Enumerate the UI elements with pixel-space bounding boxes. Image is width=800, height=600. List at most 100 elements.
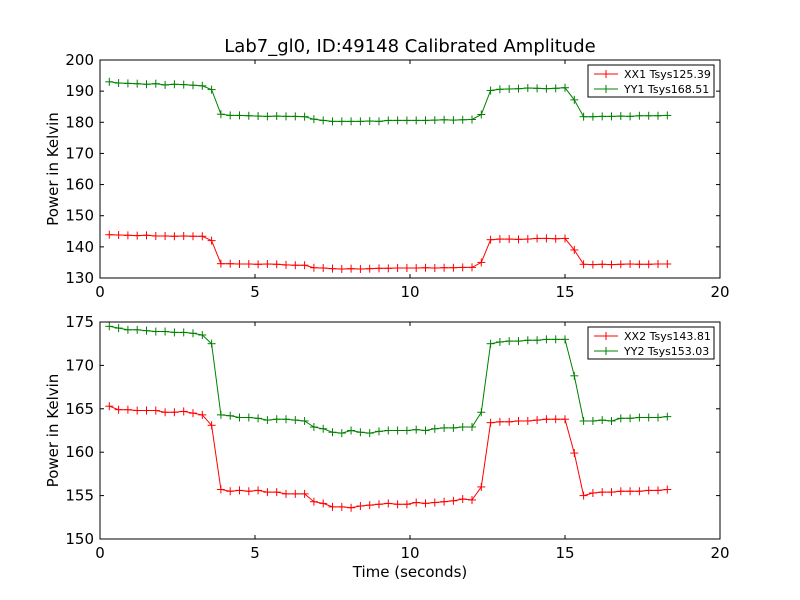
- bottom-series-2-point: [654, 413, 662, 422]
- top-series-1-point: [495, 235, 504, 244]
- bottom-series-2-point: [486, 339, 495, 348]
- top-series-2-point: [607, 112, 616, 121]
- top-series-2-point: [179, 80, 188, 89]
- bottom-series-1-point: [272, 488, 281, 497]
- top-legend-item: YY1 Tsys168.51: [594, 83, 709, 96]
- bottom-series-2-point: [105, 322, 114, 331]
- bottom-xtick-label: 20: [710, 544, 729, 562]
- bottom-series-1-point: [207, 421, 216, 430]
- bottom-series-1-point: [626, 487, 635, 496]
- top-series-1-point: [588, 260, 597, 269]
- top-series-2-point: [272, 112, 281, 121]
- top-series-1-point: [533, 234, 542, 243]
- top-series-2-point: [486, 86, 495, 95]
- bottom-ytick-label: 175: [65, 313, 94, 331]
- bottom-series-2-point: [365, 429, 374, 438]
- top-series-2-point: [337, 117, 346, 126]
- top-xtick-label: 0: [95, 283, 105, 301]
- bottom-series-2-point: [114, 324, 123, 333]
- top-series-2-point: [123, 79, 132, 88]
- top-plot-frame: [99, 59, 721, 279]
- bottom-series-2-point: [523, 336, 532, 345]
- top-series-2-point: [356, 117, 365, 126]
- top-series-2-point: [226, 111, 235, 120]
- top-series-1-point: [430, 264, 439, 273]
- bottom-series-1-point: [375, 500, 383, 509]
- bottom-ytick-label: 150: [65, 530, 94, 548]
- bottom-series-2-point: [412, 425, 421, 434]
- top-series-2-point: [458, 115, 467, 124]
- bottom-series-2-point: [347, 426, 356, 435]
- bottom-series-2-point: [161, 327, 170, 336]
- bottom-series-1-point: [421, 499, 430, 508]
- top-series-2-point: [282, 112, 290, 121]
- bottom-series-2-point: [607, 416, 616, 425]
- top-series-2-point: [468, 115, 476, 124]
- bottom-series-2-point: [356, 428, 365, 437]
- bottom-series-2-point: [477, 408, 486, 417]
- top-series-2-point: [421, 116, 430, 125]
- top-series-1-point: [319, 264, 328, 273]
- bottom-series-2-point: [430, 424, 439, 433]
- bottom-series-2-point: [598, 416, 607, 425]
- top-series-2-point: [477, 110, 486, 119]
- bottom-series-1-point: [151, 406, 160, 415]
- top-series-2-point: [319, 116, 328, 125]
- bottom-series-2-point: [588, 416, 597, 425]
- bottom-series-1-point: [235, 486, 244, 495]
- top-series-2-point: [189, 81, 197, 90]
- bottom-series-2-point: [384, 426, 393, 435]
- top-series-2-point: [142, 80, 151, 89]
- top-ytick-label: 130: [65, 269, 94, 287]
- top-series-1-point: [123, 231, 132, 240]
- bottom-series-2-point: [244, 413, 253, 422]
- top-series-1-point: [328, 264, 337, 273]
- bottom-xtick-label: 15: [555, 544, 574, 562]
- top-series-1-point: [226, 259, 235, 268]
- top-xtick-label: 15: [555, 283, 574, 301]
- top-series-1-point: [133, 231, 142, 240]
- bottom-series-1-point: [105, 402, 114, 411]
- bottom-series-2-point: [375, 427, 383, 436]
- bottom-series-1-point: [309, 497, 318, 506]
- bottom-series-1-point: [179, 407, 188, 416]
- top-series-1-point: [458, 263, 467, 272]
- top-series-2-point: [523, 84, 532, 93]
- top-series-2-point: [542, 84, 551, 93]
- top-series-1-point: [216, 259, 225, 268]
- top-series-2-point: [505, 84, 514, 93]
- top-series-1-point: [105, 230, 114, 239]
- top-series-1-point: [207, 236, 216, 245]
- top-series-2-point: [235, 111, 244, 120]
- bottom-series-1-point: [291, 489, 300, 498]
- bottom-series-2-point: [151, 327, 160, 336]
- bottom-xtick-label: 5: [250, 544, 260, 562]
- bottom-series-1-point: [551, 415, 560, 424]
- bottom-series-1-point: [393, 500, 402, 509]
- top-series-2-point: [495, 85, 504, 94]
- top-series-1-point: [235, 259, 244, 268]
- top-series-1-point: [635, 260, 644, 269]
- top-series-1-point: [189, 232, 197, 241]
- top-series-2-point: [598, 112, 607, 121]
- top-series-1-point: [356, 264, 365, 273]
- bottom-series-1-point: [226, 487, 235, 496]
- bottom-series-2-point: [440, 423, 449, 432]
- bottom-legend-item: XX2 Tsys143.81: [594, 330, 711, 343]
- bottom-series-2-point: [123, 325, 132, 334]
- bottom-series-1-point: [449, 496, 458, 505]
- bottom-series-2-point: [561, 335, 569, 344]
- top-series-1-point: [263, 259, 272, 268]
- top-series-1-point: [114, 231, 123, 240]
- top-series-1-point: [468, 263, 476, 272]
- x-axis-label: Time (seconds): [352, 563, 468, 581]
- top-ytick-label: 150: [65, 207, 94, 225]
- bottom-series-2-point: [170, 328, 179, 337]
- top-series-1-point: [607, 260, 616, 269]
- top-series-1-point: [598, 260, 607, 269]
- bottom-series-2-point: [263, 416, 272, 425]
- bottom-chart-panel: 150 155 160 165 170 175 0 5 10 15 20 Power in Kelvi…: [44, 313, 730, 562]
- bottom-series-2-point: [226, 411, 235, 420]
- bottom-series-2-point: [393, 426, 402, 435]
